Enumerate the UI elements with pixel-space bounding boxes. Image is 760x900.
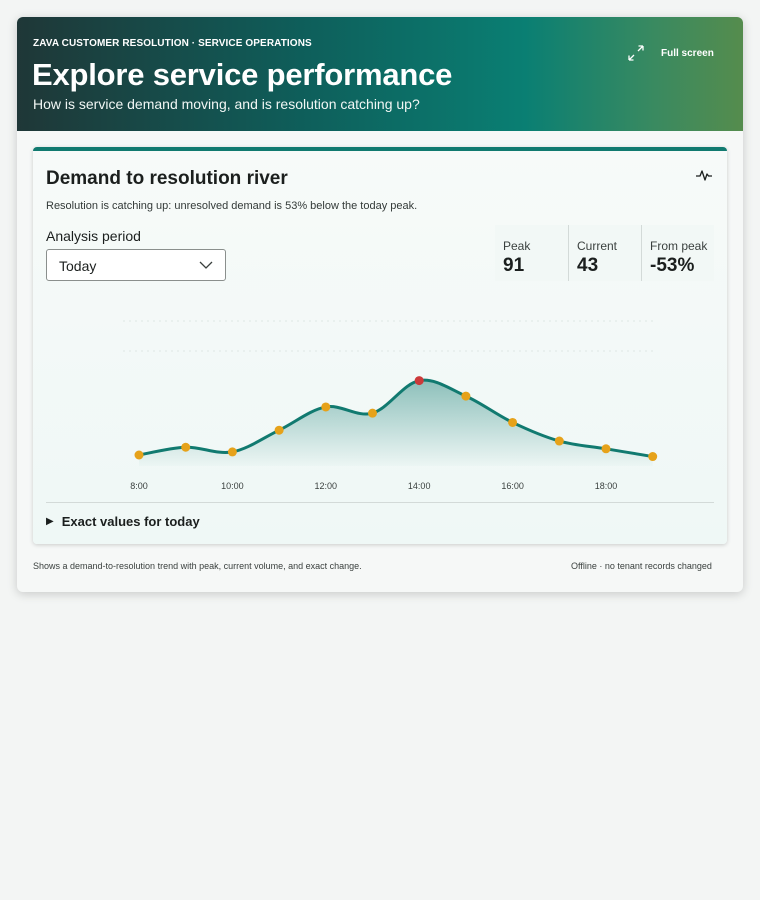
data-point[interactable] bbox=[134, 450, 144, 460]
card-description: Resolution is catching up: unresolved de… bbox=[46, 200, 418, 212]
x-tick-label: 16:00 bbox=[501, 481, 524, 491]
x-tick-label: 14:00 bbox=[408, 481, 431, 491]
expand-icon bbox=[628, 45, 644, 61]
footer-description: Shows a demand-to-resolution trend with … bbox=[33, 561, 362, 571]
x-tick-label: 12:00 bbox=[315, 481, 338, 491]
footer-status: Offline · no tenant records changed bbox=[571, 561, 712, 571]
analysis-period-label: Analysis period bbox=[46, 228, 141, 244]
eyebrow-label: ZAVA CUSTOMER RESOLUTION · SERVICE OPERA… bbox=[33, 38, 312, 49]
data-point[interactable] bbox=[461, 391, 471, 401]
river-chart: 8:00 10:00 12:00 14:00 16:00 18:00 bbox=[93, 311, 658, 511]
chevron-down-icon bbox=[199, 261, 213, 269]
page-title: Explore service performance bbox=[32, 57, 453, 92]
stat-value: 43 bbox=[577, 255, 599, 276]
stat-label: Current bbox=[577, 239, 618, 253]
x-tick-label: 18:00 bbox=[595, 481, 618, 491]
fullscreen-label: Full screen bbox=[661, 47, 714, 59]
stat-from-peak: From peak -53% bbox=[641, 225, 714, 281]
stats-panel: Peak 91 Current 43 From peak -53% bbox=[495, 225, 714, 283]
river-card: Demand to resolution river Resolution is… bbox=[33, 147, 727, 544]
x-tick-label: 8:00 bbox=[130, 481, 148, 491]
disclosure-triangle-icon: ▶ bbox=[46, 516, 54, 527]
stat-peak: Peak 91 bbox=[495, 225, 568, 281]
app-window: ZAVA CUSTOMER RESOLUTION · SERVICE OPERA… bbox=[17, 17, 743, 592]
details-divider bbox=[46, 502, 714, 503]
stat-value: 91 bbox=[503, 255, 525, 276]
stat-label: Peak bbox=[503, 239, 531, 253]
peak-point[interactable] bbox=[414, 376, 424, 386]
data-point[interactable] bbox=[274, 425, 284, 435]
fullscreen-button[interactable]: Full screen bbox=[627, 43, 714, 63]
data-point[interactable] bbox=[321, 402, 331, 412]
analysis-period-value: Today bbox=[59, 258, 97, 274]
header-banner: ZAVA CUSTOMER RESOLUTION · SERVICE OPERA… bbox=[17, 17, 743, 131]
stat-value: -53% bbox=[650, 255, 695, 276]
exact-values-toggle[interactable]: ▶ Exact values for today bbox=[46, 514, 200, 529]
pulse-icon bbox=[696, 170, 712, 181]
exact-values-label: Exact values for today bbox=[61, 514, 200, 529]
stat-current: Current 43 bbox=[568, 225, 641, 281]
data-point[interactable] bbox=[508, 417, 518, 427]
x-tick-label: 10:00 bbox=[221, 481, 244, 491]
river-area bbox=[139, 380, 653, 466]
data-point[interactable] bbox=[227, 447, 237, 457]
data-point[interactable] bbox=[181, 442, 191, 452]
stat-label: From peak bbox=[650, 239, 708, 253]
data-point[interactable] bbox=[554, 436, 564, 446]
page-subtitle: How is service demand moving, and is res… bbox=[33, 96, 420, 112]
data-point[interactable] bbox=[368, 408, 377, 418]
data-point[interactable] bbox=[648, 452, 658, 462]
analysis-period-select[interactable]: Today bbox=[46, 249, 226, 281]
card-title: Demand to resolution river bbox=[46, 168, 288, 189]
data-point[interactable] bbox=[601, 444, 611, 454]
river-chart-svg: 8:00 10:00 12:00 14:00 16:00 18:00 bbox=[123, 320, 658, 491]
